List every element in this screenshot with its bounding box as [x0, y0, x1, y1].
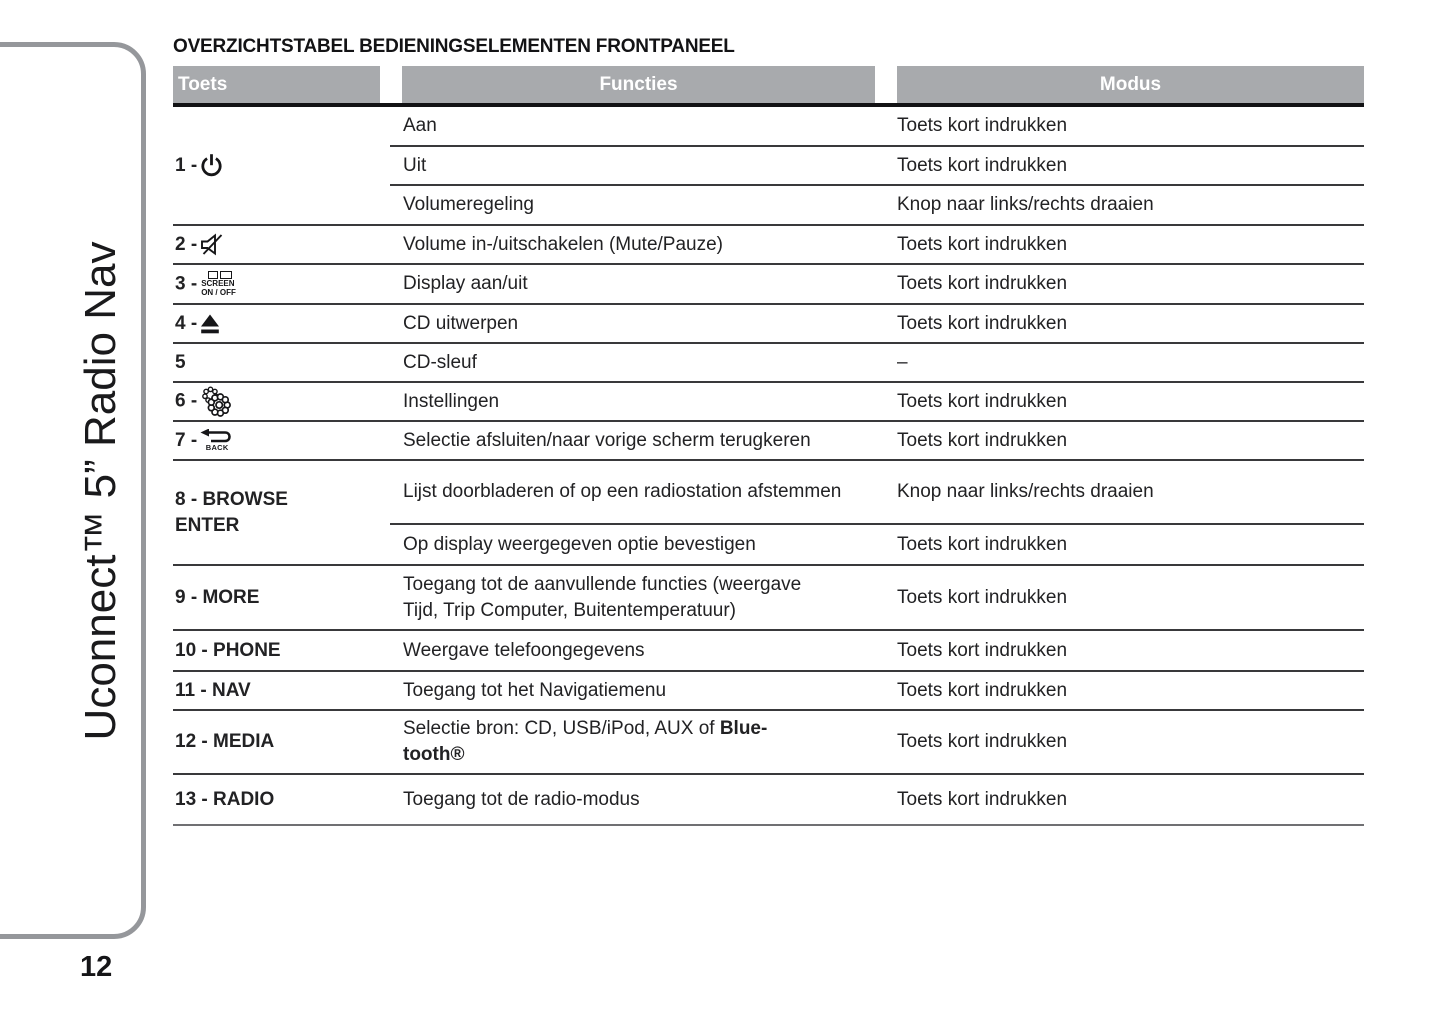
function-cell: CD uitwerpen: [390, 304, 886, 344]
key-cell: 7 - BACK: [173, 421, 390, 461]
mode-cell: Toets kort indrukken: [886, 524, 1364, 566]
key-cell: 5: [173, 343, 390, 383]
table-row: 8 - BROWSE ENTER Lijst doorbladeren of o…: [173, 460, 1364, 566]
table-row: 1 - Aan Toets kort indrukken: [173, 107, 1364, 226]
mode-cell: Toets kort indrukken: [886, 710, 1364, 775]
table-row: 9 - MORE Toegang tot de aanvullende func…: [173, 565, 1364, 631]
function-text: Selectie bron: CD, USB/iPod, AUX of: [403, 718, 720, 739]
settings-gears-icon: [202, 386, 232, 417]
mode-cell: Toets kort indrukken: [886, 107, 1364, 147]
mode-cell: Toets kort indrukken: [886, 382, 1364, 422]
function-cell: Display aan/uit: [390, 264, 886, 305]
eject-icon: [201, 314, 220, 334]
table-row: 5 CD-sleuf –: [173, 343, 1364, 383]
screen-on-off-icon: SCREEN ON / OFF: [201, 270, 236, 298]
function-cell: Weergave telefoongegevens: [390, 630, 886, 672]
table-row: 3 - SCREEN ON / OFF Display aan/uit Toets …: [173, 264, 1364, 305]
power-icon: [201, 154, 222, 177]
key-label: 1 -: [175, 154, 198, 176]
page-title: OVERZICHTSTABEL BEDIENINGSELEMENTEN FRON…: [173, 36, 735, 57]
content-column: OVERZICHTSTABEL BEDIENINGSELEMENTEN FRON…: [173, 36, 1364, 826]
mode-cell: Toets kort indrukken: [886, 421, 1364, 461]
function-cell: Toegang tot de aanvullende functies (wee…: [390, 565, 886, 631]
table-row: 2 - Volume in-/uitschakelen (Mute/Pauze)…: [173, 225, 1364, 265]
function-cell: Instellingen: [390, 382, 886, 422]
key-cell: 8 - BROWSE ENTER: [173, 460, 390, 566]
page-number: 12: [80, 951, 113, 983]
mode-cell: Toets kort indrukken: [886, 774, 1364, 826]
key-cell: 9 - MORE: [173, 565, 390, 631]
key-label: 4 -: [175, 312, 198, 334]
table-row: 6 - Instellingen Toets kort indrukken: [173, 382, 1364, 422]
table-header: Toets Functies Modus: [173, 66, 1364, 103]
function-cell: Toegang tot de radio-modus: [390, 774, 886, 826]
function-cell: Selectie bron: CD, USB/iPod, AUX of Blue…: [390, 710, 886, 775]
mode-cell: Toets kort indrukken: [886, 671, 1364, 711]
key-cell: 13 - RADIO: [173, 774, 390, 826]
key-cell: 10 - PHONE: [173, 630, 390, 672]
mode-cell: –: [886, 343, 1364, 383]
key-cell: 2 -: [173, 225, 390, 265]
table-row: Uit Toets kort indrukken: [173, 146, 1364, 186]
table-row: Volumeregeling Knop naar links/rechts dr…: [173, 185, 1364, 226]
header-gap: [380, 66, 402, 103]
screen-icon-label-top: SCREEN: [201, 279, 235, 289]
function-cell: Selectie afsluiten/naar vorige scherm te…: [390, 421, 886, 461]
function-cell: Uit: [390, 146, 886, 186]
mode-cell: Toets kort indrukken: [886, 264, 1364, 305]
header-cell-functies: Functies: [402, 66, 875, 103]
back-arrow-icon: BACK: [200, 428, 234, 452]
speaker-mute-icon: [201, 233, 223, 256]
header-gap: [875, 66, 897, 103]
key-cell: 11 - NAV: [173, 671, 390, 711]
function-cell: Op display weergegeven optie bevestigen: [390, 524, 886, 566]
mode-cell: Toets kort indrukken: [886, 225, 1364, 265]
sidebar-vertical-title: Uconnect™ 5” Radio Nav: [76, 241, 125, 741]
mode-cell: Toets kort indrukken: [886, 630, 1364, 672]
screen-icon-label-bottom: ON / OFF: [201, 287, 236, 297]
sidebar-frame: [0, 42, 146, 939]
key-label: 7 -: [175, 429, 198, 451]
function-cell: Volumeregeling: [390, 185, 886, 226]
mode-cell: Toets kort indrukken: [886, 146, 1364, 186]
header-cell-toets: Toets: [173, 66, 380, 103]
header-cell-modus: Modus: [897, 66, 1364, 103]
key-label: 2 -: [175, 233, 198, 255]
key-cell: 4 -: [173, 304, 390, 344]
key-label: 6 -: [175, 390, 198, 412]
key-cell: 6 -: [173, 382, 390, 422]
table-row: Op display weergegeven optie bevestigen …: [173, 524, 1364, 566]
table-row: 10 - PHONE Weergave telefoongegevens Toe…: [173, 630, 1364, 672]
table-row: 7 - BACK Selectie afsluiten/naar vorige s…: [173, 421, 1364, 461]
back-icon-label: BACK: [205, 442, 229, 452]
header-divider: [173, 103, 1364, 107]
mode-cell: Toets kort indrukken: [886, 565, 1364, 631]
key-label: 3 -: [175, 273, 198, 295]
table-row: 11 - NAV Toegang tot het Navigatiemenu T…: [173, 671, 1364, 711]
function-cell: CD-sleuf: [390, 343, 886, 383]
key-cell: 1 -: [173, 107, 390, 226]
controls-table: 1 - Aan Toets kort indrukken Uit Toets k…: [173, 107, 1364, 826]
mode-cell: Knop naar links/rechts draaien: [886, 185, 1364, 226]
key-cell: 3 - SCREEN ON / OFF: [173, 264, 390, 305]
mode-cell: Toets kort indrukken: [886, 304, 1364, 344]
table-row: 13 - RADIO Toegang tot de radio-modus To…: [173, 774, 1364, 826]
screen-icon-squares: [208, 270, 236, 279]
mode-cell: Knop naar links/rechts draaien: [886, 460, 1364, 525]
function-cell: Lijst doorbladeren of op een radiostatio…: [390, 460, 886, 525]
table-row: 4 - CD uitwerpen Toets kort indrukken: [173, 304, 1364, 344]
function-cell: Volume in-/uitschakelen (Mute/Pauze): [390, 225, 886, 265]
function-cell: Aan: [390, 107, 886, 147]
function-cell: Toegang tot het Navigatiemenu: [390, 671, 886, 711]
table-row: 12 - MEDIA Selectie bron: CD, USB/iPod, …: [173, 710, 1364, 775]
function-text-bold: Blue­tooth®: [403, 718, 768, 765]
key-cell: 12 - MEDIA: [173, 710, 390, 775]
